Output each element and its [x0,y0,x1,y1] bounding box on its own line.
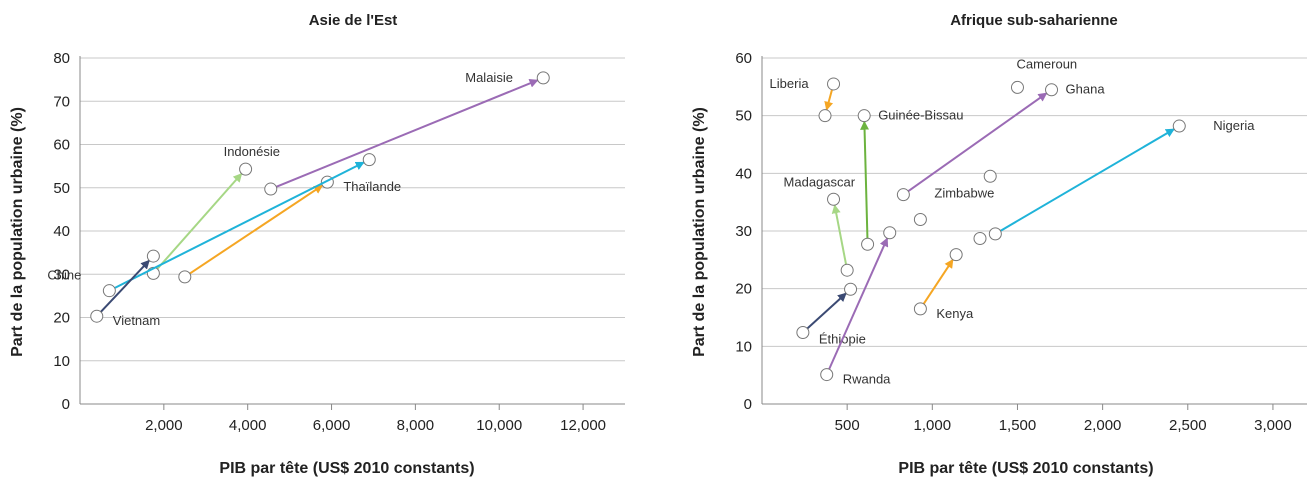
series-madagascar-end-point [827,192,841,206]
series-guinee-bissau-label: Guinée-Bissau [878,108,963,123]
series-guinee-bissau-arrow [860,120,870,239]
x-tick-label: 10,000 [476,417,522,434]
series-kenya-end-point [949,248,963,262]
x-axis-label: PIB par tête (US$ 2010 constants) [898,460,1153,477]
y-tick-label: 50 [53,180,70,197]
series-nigeria-label: Nigeria [1213,118,1255,133]
series-nigeria-start-point [988,227,1002,241]
y-tick-label: 20 [735,281,752,298]
y-tick-label: 40 [735,165,752,182]
y-tick-label: 80 [53,50,70,67]
series-chine-arrow [114,161,365,289]
chart-title: Afrique sub-saharienne [950,12,1118,29]
chart-title: Asie de l'Est [309,12,398,29]
chart-panel-2: Afrique sub-saharienne 0 10 20 30 40 50 60 500 1,… [691,12,1307,477]
series-guinee-bissau-start-point [861,237,875,251]
point-unlabeled [983,169,997,183]
series-madagascar-start-point [840,263,854,277]
x-tick-label: 500 [835,417,860,434]
series-vietnam-start-point [90,309,104,323]
series-chine-label: Chine [47,268,81,283]
y-tick-label: 50 [735,108,752,125]
series-thailande-start-point [178,270,192,284]
series-guinee-bissau-end-point [857,109,871,123]
series-indonesie-label: Indonésie [224,144,280,159]
series-rwanda-arrow [828,237,889,370]
y-tick-label: 0 [744,396,752,413]
series-madagascar-label: Madagascar [784,174,856,189]
y-tick-label: 40 [53,223,70,240]
series-liberia-start-point [827,77,841,91]
series-thailande-arrow [189,184,324,275]
series-kenya-label: Kenya [936,306,974,321]
y-axis-label: Part de la population urbaine (%) [9,107,26,357]
series-ghana-label: Ghana [1066,82,1106,97]
y-tick-label: 60 [735,50,752,67]
series-thailande-label: Thaïlande [343,179,401,194]
series-kenya-start-point [913,302,927,316]
x-tick-label: 1,500 [999,417,1037,434]
series-liberia-label: Liberia [770,76,810,91]
series-malaisie-start-point [264,182,278,196]
x-tick-label: 2,500 [1169,417,1207,434]
series-indonesie-end-point [239,162,253,176]
point-unlabeled [973,231,987,245]
series-ethiopie-start-point [796,325,810,339]
point-cameroun-label: Cameroun [1016,56,1077,71]
y-tick-label: 30 [735,223,752,240]
series-vietnam-end-point [146,249,160,263]
x-tick-label: 2,000 [145,417,183,434]
series-nigeria-end-point [1172,119,1186,133]
series-rwanda-label: Rwanda [843,372,891,387]
series-madagascar-arrow [831,204,848,265]
series-malaisie-label: Malaisie [465,70,513,85]
y-axis-label: Part de la population urbaine (%) [691,107,708,357]
series-vietnam-arrow [100,259,150,313]
y-tick-label: 10 [735,338,752,355]
x-tick-label: 4,000 [229,417,267,434]
series-kenya-arrow [922,258,954,305]
series-cameroun-end-point [1045,83,1059,97]
y-tick-label: 30 [53,266,70,283]
x-axis-label: PIB par tête (US$ 2010 constants) [219,460,474,477]
point-zimbabwe [913,212,927,226]
x-tick-label: 8,000 [397,417,435,434]
series-indonesie-arrow [156,172,243,270]
series-vietnam-label: Vietnam [113,313,160,328]
series-ethiopie-end-point [844,282,858,296]
x-tick-label: 3,000 [1254,417,1292,434]
series-liberia-end-point [818,109,832,123]
x-tick-label: 6,000 [313,417,351,434]
y-tick-label: 70 [53,93,70,110]
y-tick-label: 60 [53,137,70,154]
series-chine-end-point [362,153,376,167]
series-ethiopie-arrow [806,292,847,330]
y-tick-label: 10 [53,353,70,370]
series-malaisie-arrow [275,79,539,188]
x-tick-label: 1,000 [914,417,952,434]
x-tick-label: 12,000 [560,417,606,434]
series-malaisie-end-point [536,71,550,85]
y-tick-label: 0 [62,396,70,413]
chart-panel-1: Asie de l'Est 0 10 20 30 40 50 60 70 80 2,000 4,000… [9,12,625,477]
point-cameroun [1010,80,1024,94]
series-cameroun-arrow [907,92,1048,193]
series-cameroun-start-point [896,188,910,202]
series-rwanda-start-point [820,368,834,382]
series-rwanda-end-point [883,226,897,240]
series-liberia-arrow [824,89,834,111]
series-chine-start-point [102,284,116,298]
y-tick-label: 20 [53,310,70,327]
point-zimbabwe-label: Zimbabwe [934,185,994,200]
x-tick-label: 2,000 [1084,417,1122,434]
series-nigeria-arrow [999,128,1175,232]
